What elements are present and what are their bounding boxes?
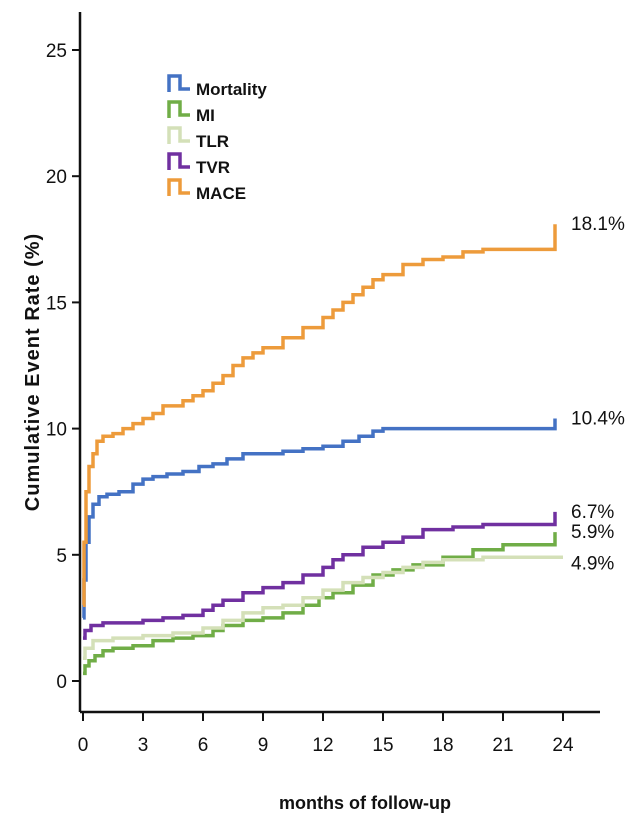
series-line-mortality xyxy=(82,418,557,620)
legend-label-mi: MI xyxy=(196,106,215,125)
y-tick-label: 15 xyxy=(46,293,67,314)
series-line-mi xyxy=(83,532,557,676)
legend-swatch-mi xyxy=(167,100,190,118)
legend-swatch-tvr xyxy=(167,152,190,170)
end-label-mace: 18.1% xyxy=(571,214,625,235)
series-line-mace xyxy=(82,224,557,608)
series-line-tvr xyxy=(83,511,557,640)
x-tick-label: 18 xyxy=(432,735,453,756)
x-tick-label: 6 xyxy=(198,735,209,756)
x-tick-label: 21 xyxy=(492,735,513,756)
series-lines xyxy=(82,224,563,676)
y-axis-title: Cumulative Event Rate (%) xyxy=(22,233,44,511)
x-tick-label: 24 xyxy=(552,735,574,756)
end-label-tlr: 4.9% xyxy=(571,553,614,574)
x-axis-title: months of follow-up xyxy=(279,793,451,813)
legend: Mortality MI TLR TVR MACE xyxy=(167,74,267,203)
x-tick-label: 9 xyxy=(258,735,269,756)
legend-swatch-tlr xyxy=(167,126,190,144)
y-tick-label: 20 xyxy=(46,167,67,188)
x-tick-label: 0 xyxy=(78,735,89,756)
legend-label-tlr: TLR xyxy=(196,132,229,151)
legend-label-mortality: Mortality xyxy=(196,80,267,99)
y-tick-label: 25 xyxy=(46,41,67,62)
end-label-mi: 5.9% xyxy=(571,522,614,543)
legend-swatch-mortality xyxy=(167,74,190,92)
x-tick-label: 15 xyxy=(372,735,393,756)
end-label-mortality: 10.4% xyxy=(571,409,625,430)
end-label-tvr: 6.7% xyxy=(571,502,614,523)
y-axis: 0 5 10 15 20 25 xyxy=(46,12,82,712)
end-labels: 10.4% 5.9% 4.9% 6.7% 18.1% xyxy=(571,214,625,574)
y-tick-label: 10 xyxy=(46,420,67,441)
x-axis: 0 3 6 9 12 15 18 21 24 xyxy=(78,710,600,756)
series-line-tlr xyxy=(83,555,563,661)
x-tick-label: 12 xyxy=(312,735,333,756)
x-tick-label: 3 xyxy=(138,735,149,756)
legend-swatch-mace xyxy=(167,178,190,196)
legend-label-mace: MACE xyxy=(196,184,246,203)
legend-label-tvr: TVR xyxy=(196,158,230,177)
y-tick-label: 5 xyxy=(56,546,67,567)
y-tick-label: 0 xyxy=(56,672,67,693)
